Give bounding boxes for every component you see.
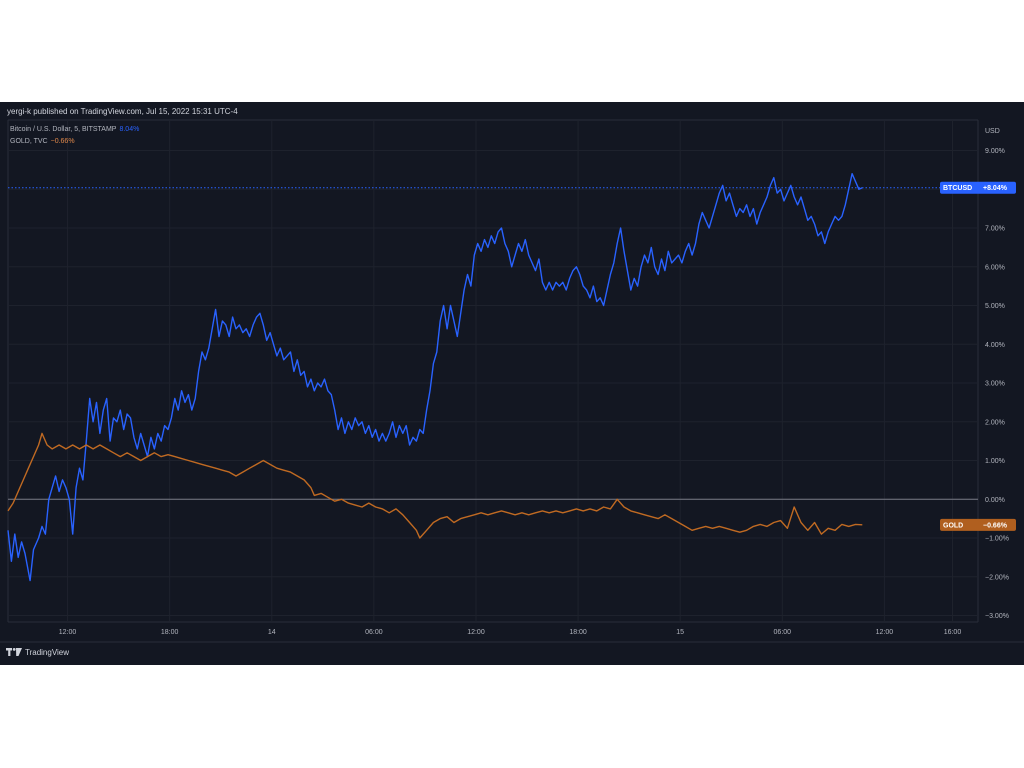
y-tick-label: 4.00% [985,342,1005,349]
legend-btc-label: Bitcoin / U.S. Dollar, 5, BITSTAMP [10,126,117,133]
legend-gold[interactable]: GOLD, TVC −0.66% [10,138,75,145]
btc-tag[interactable] [940,181,1016,194]
x-tick-label: 12:00 [467,629,485,636]
tradingview-brand: TradingView [25,647,70,657]
legend-btc-value: 8.04% [119,126,140,133]
btc-tag-value: +8.04% [983,185,1008,192]
x-tick-label: 18:00 [569,629,587,636]
y-tick-label: 0.00% [985,497,1005,504]
legend-btc[interactable]: Bitcoin / U.S. Dollar, 5, BITSTAMP 8.04% [10,126,139,133]
x-tick-label: 12:00 [876,629,894,636]
publisher-caption: yergi-k published on TradingView.com, Ju… [7,107,238,116]
y-tick-label: −3.00% [985,613,1009,620]
y-tick-label: 7.00% [985,226,1005,233]
y-axis-unit-label: USD [985,128,1000,135]
y-tick-label: 9.00% [985,148,1005,155]
x-tick-label: 15 [676,629,684,636]
tradingview-footer[interactable]: TradingView [6,647,69,657]
y-tick-label: 1.00% [985,458,1005,465]
gold-tag[interactable] [940,518,1016,531]
y-tick-label: −2.00% [985,574,1009,581]
tradingview-logo-icon [6,648,22,656]
x-tick-label: 16:00 [944,629,962,636]
gold-tag-value: −0.66% [983,522,1008,529]
y-tick-label: −1.00% [985,536,1009,543]
x-tick-label: 18:00 [161,629,179,636]
gold-tag-name: GOLD [943,522,963,529]
x-tick-label: 06:00 [774,629,792,636]
btc-tag-name: BTCUSD [943,185,972,192]
legend-gold-label: GOLD, TVC [10,138,48,145]
chart-canvas[interactable]: 9.00%8.00%7.00%6.00%5.00%4.00%3.00%2.00%… [0,102,1024,665]
x-tick-label: 12:00 [59,629,77,636]
x-tick-label: 06:00 [365,629,383,636]
y-tick-label: 3.00% [985,381,1005,388]
y-tick-label: 6.00% [985,264,1005,271]
x-tick-label: 14 [268,629,276,636]
y-tick-label: 2.00% [985,419,1005,426]
legend-gold-value: −0.66% [50,138,75,145]
y-tick-label: 5.00% [985,303,1005,310]
series-line-btcusd[interactable] [7,173,863,582]
series-line-gold[interactable] [7,432,863,539]
chart-frame: 9.00%8.00%7.00%6.00%5.00%4.00%3.00%2.00%… [0,102,1024,665]
